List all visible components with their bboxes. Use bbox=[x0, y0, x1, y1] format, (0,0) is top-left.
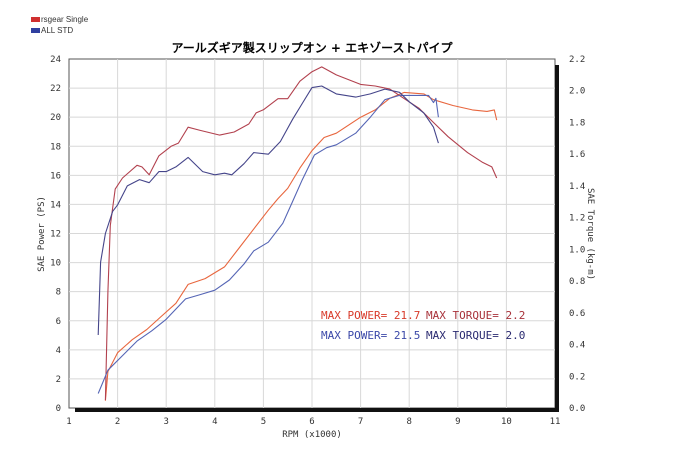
annotation-max-torque-std: MAX TORQUE= 2.0 bbox=[426, 329, 525, 342]
y2-tick-label: 1.4 bbox=[569, 182, 585, 192]
legend-label: rsgear Single bbox=[41, 15, 89, 24]
series-line-all-std-power bbox=[97, 94, 439, 394]
y2-tick-label: 2.0 bbox=[569, 87, 585, 97]
x-tick-label: 5 bbox=[261, 417, 266, 427]
y-tick-label: 16 bbox=[50, 171, 61, 181]
y2-tick-label: 1.6 bbox=[569, 150, 585, 160]
annotation-max-power-rsgear: MAX POWER= 21.7 bbox=[321, 309, 420, 322]
legend-item-std: ALL STD bbox=[31, 25, 88, 36]
series-line-all-std-torque bbox=[97, 85, 439, 336]
y2-tick-label: 0.4 bbox=[569, 341, 585, 351]
y-tick-label: 6 bbox=[56, 317, 61, 327]
plot-shadow-right bbox=[555, 65, 559, 412]
y-tick-label: 22 bbox=[50, 84, 61, 94]
x-tick-label: 2 bbox=[115, 417, 120, 427]
legend-swatch-std bbox=[31, 28, 40, 33]
y-tick-label: 4 bbox=[56, 346, 61, 356]
annotation-max-power-std: MAX POWER= 21.5 bbox=[321, 329, 420, 342]
series-lines bbox=[97, 66, 498, 401]
y-tick-label: 2 bbox=[56, 375, 61, 385]
legend-label: ALL STD bbox=[41, 26, 74, 35]
y-tick-label: 10 bbox=[50, 259, 61, 269]
chart-title: アールズギア製スリップオン + エキゾーストパイプ bbox=[171, 40, 453, 55]
y2-tick-label: 0.0 bbox=[569, 404, 585, 414]
x-tick-label: 3 bbox=[163, 417, 168, 427]
y-tick-label: 24 bbox=[50, 55, 61, 65]
y-tick-label: 12 bbox=[50, 230, 61, 240]
y-tick-label: 0 bbox=[56, 404, 61, 414]
x-tick-label: 9 bbox=[455, 417, 460, 427]
x-axis-label: RPM (x1000) bbox=[282, 430, 342, 440]
y-tick-label: 20 bbox=[50, 113, 61, 123]
y2-tick-label: 1.0 bbox=[569, 245, 585, 255]
axes: 1 2 3 4 5 6 7 8 9 10 110246810121416182022240.00.2… bbox=[50, 55, 585, 427]
y2-tick-label: 1.2 bbox=[569, 214, 585, 224]
x-tick-label: 11 bbox=[550, 417, 561, 427]
y2-tick-label: 0.8 bbox=[569, 277, 585, 287]
y-tick-label: 8 bbox=[56, 288, 61, 298]
x-tick-label: 6 bbox=[309, 417, 314, 427]
x-tick-label: 1 bbox=[66, 417, 71, 427]
x-tick-label: 7 bbox=[358, 417, 363, 427]
legend: rsgear Single ALL STD bbox=[31, 14, 88, 36]
y2-tick-label: 1.8 bbox=[569, 118, 585, 128]
y2-tick-label: 0.6 bbox=[569, 309, 585, 319]
y2-tick-label: 2.2 bbox=[569, 55, 585, 65]
plot-shadow-bottom bbox=[75, 408, 559, 412]
y2-axis-label: SAE Torque (kg-m) bbox=[585, 188, 595, 280]
grid bbox=[68, 58, 556, 409]
y-axis-label: SAE Power (PS) bbox=[37, 196, 47, 272]
y-tick-label: 14 bbox=[50, 200, 61, 210]
x-tick-label: 4 bbox=[212, 417, 217, 427]
y-tick-label: 18 bbox=[50, 142, 61, 152]
x-tick-label: 8 bbox=[406, 417, 411, 427]
annotation-max-torque-rsgear: MAX TORQUE= 2.2 bbox=[426, 309, 525, 322]
y2-tick-label: 0.2 bbox=[569, 372, 585, 382]
x-tick-label: 10 bbox=[501, 417, 512, 427]
legend-item-rsgear: rsgear Single bbox=[31, 14, 88, 25]
legend-swatch-rsgear bbox=[31, 17, 40, 22]
